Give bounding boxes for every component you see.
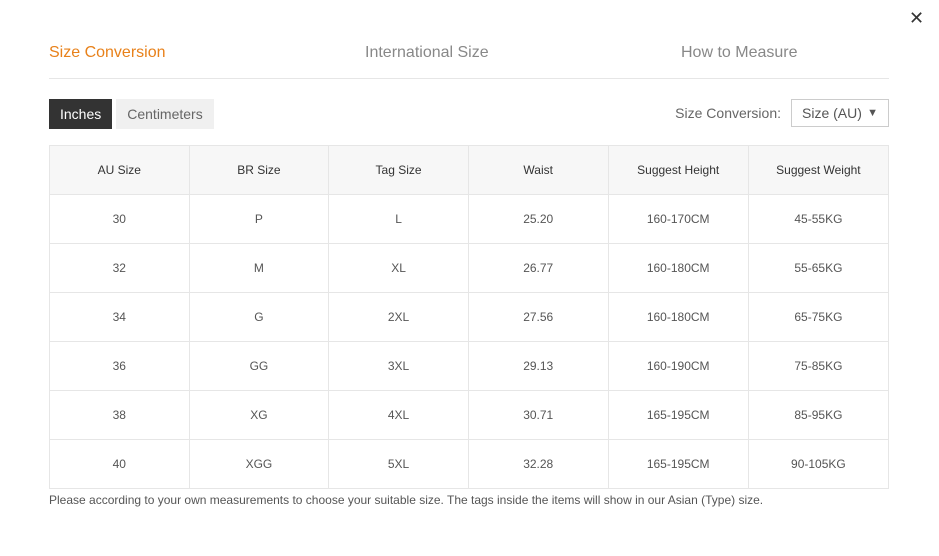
size-table: AU Size BR Size Tag Size Waist Suggest Heigh…: [49, 145, 890, 489]
table-cell: 32.28: [467, 439, 609, 489]
close-icon[interactable]: ✕: [909, 8, 925, 28]
table-cell: 75-85KG: [747, 341, 890, 391]
size-conversion-select[interactable]: Size (AU) ▼: [791, 99, 889, 127]
table-cell: 90-105KG: [747, 439, 890, 489]
table-cell: 38: [49, 390, 190, 440]
tab-size-conversion[interactable]: Size Conversion: [49, 44, 166, 61]
table-cell: 34: [49, 292, 190, 342]
tab-bar: Size Conversion International Size How t…: [49, 40, 889, 79]
table-cell: 3XL: [328, 341, 469, 391]
table-cell: 160-190CM: [607, 341, 749, 391]
table-cell: 45-55KG: [747, 194, 890, 244]
table-cell: 40: [49, 439, 190, 489]
table-cell: XL: [328, 243, 469, 293]
table-cell: 4XL: [328, 390, 469, 440]
table-cell: L: [328, 194, 469, 244]
inches-button[interactable]: Inches: [49, 99, 113, 129]
table-cell: 25.20: [467, 194, 609, 244]
column-header: BR Size: [188, 145, 330, 195]
select-value: Size (AU): [802, 105, 862, 121]
table-cell: 165-195CM: [607, 439, 749, 489]
table-row: 34 G 2XL 27.56 160-180CM 65-75KG: [49, 292, 890, 342]
table-row: 32 M XL 26.77 160-180CM 55-65KG: [49, 243, 890, 293]
table-cell: 36: [49, 341, 190, 391]
table-cell: 5XL: [328, 439, 469, 489]
table-cell: 27.56: [467, 292, 609, 342]
table-cell: 165-195CM: [607, 390, 749, 440]
tab-how-to-measure[interactable]: How to Measure: [681, 44, 798, 61]
table-cell: P: [188, 194, 330, 244]
table-row: 38 XG 4XL 30.71 165-195CM 85-95KG: [49, 390, 890, 440]
table-cell: 32: [49, 243, 190, 293]
table-cell: 160-180CM: [607, 292, 749, 342]
table-cell: 30.71: [467, 390, 609, 440]
table-cell: XGG: [188, 439, 330, 489]
table-cell: GG: [188, 341, 330, 391]
size-note: Please according to your own measurement…: [49, 493, 764, 507]
column-header: Suggest Height: [607, 145, 749, 195]
column-header: Waist: [467, 145, 609, 195]
table-cell: 30: [49, 194, 190, 244]
column-header: AU Size: [49, 145, 190, 195]
unit-toggle: Inches Centimeters: [49, 99, 218, 129]
tab-international-size[interactable]: International Size: [365, 44, 489, 61]
table-row: 40 XGG 5XL 32.28 165-195CM 90-105KG: [49, 439, 890, 489]
table-cell: G: [188, 292, 330, 342]
size-conversion-label: Size Conversion:: [675, 105, 781, 121]
column-header: Suggest Weight: [747, 145, 890, 195]
centimeters-button[interactable]: Centimeters: [116, 99, 214, 129]
table-cell: 26.77: [467, 243, 609, 293]
table-cell: 29.13: [467, 341, 609, 391]
caret-down-icon: ▼: [867, 107, 878, 119]
table-cell: 65-75KG: [747, 292, 890, 342]
table-cell: 55-65KG: [747, 243, 890, 293]
table-cell: 160-170CM: [607, 194, 749, 244]
table-row: 36 GG 3XL 29.13 160-190CM 75-85KG: [49, 341, 890, 391]
table-cell: M: [188, 243, 330, 293]
column-header: Tag Size: [328, 145, 469, 195]
table-cell: 2XL: [328, 292, 469, 342]
table-cell: 85-95KG: [747, 390, 890, 440]
table-cell: XG: [188, 390, 330, 440]
table-cell: 160-180CM: [607, 243, 749, 293]
table-row: 30 P L 25.20 160-170CM 45-55KG: [49, 194, 890, 244]
size-conversion-control: Size Conversion: Size (AU) ▼: [675, 99, 889, 127]
